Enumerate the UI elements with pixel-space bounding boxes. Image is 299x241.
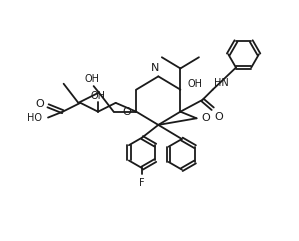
Text: OH: OH	[91, 91, 106, 101]
Text: O: O	[122, 107, 131, 117]
Text: HO: HO	[27, 114, 42, 123]
Text: HN: HN	[214, 78, 229, 88]
Text: N: N	[151, 63, 160, 73]
Text: F: F	[139, 178, 145, 188]
Text: O: O	[36, 99, 44, 109]
Text: O: O	[214, 112, 223, 122]
Text: OH: OH	[85, 74, 100, 84]
Text: OH: OH	[187, 79, 202, 89]
Text: O: O	[202, 113, 210, 123]
